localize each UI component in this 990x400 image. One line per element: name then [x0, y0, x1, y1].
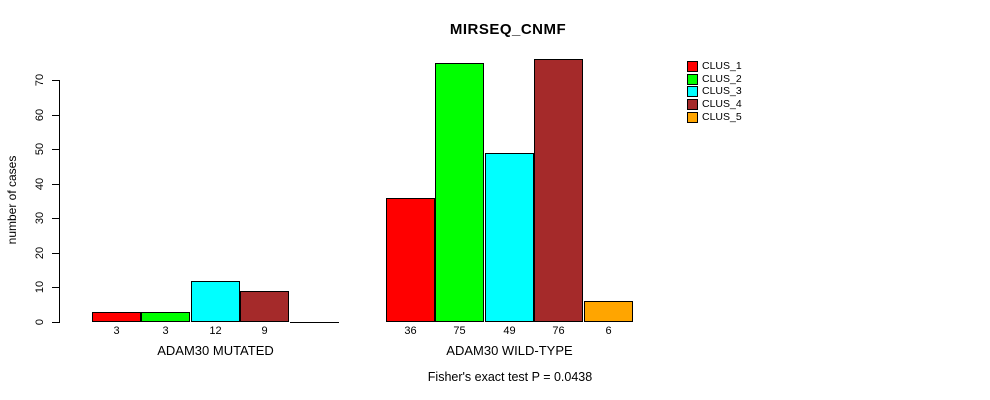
y-tick-label: 50 [34, 142, 46, 156]
bar-value-label: 9 [261, 325, 268, 337]
bar [485, 153, 534, 322]
fisher-test-annotation: Fisher's exact test P = 0.0438 [427, 370, 593, 384]
y-tick-label: 70 [34, 73, 46, 87]
bar-value-label: 3 [162, 325, 169, 337]
legend-item: CLUS_5 [687, 110, 742, 123]
bar [92, 312, 141, 322]
legend-item: CLUS_3 [687, 85, 742, 98]
y-tick [52, 115, 59, 116]
legend-item: CLUS_2 [687, 72, 742, 85]
bar [584, 301, 633, 322]
y-tick-label: 10 [34, 280, 46, 294]
y-tick [52, 287, 59, 288]
legend-label: CLUS_5 [702, 110, 742, 123]
bar-value-label: 6 [605, 325, 612, 337]
legend: CLUS_1 CLUS_2 CLUS_3 CLUS_4 CLUS_5 [687, 61, 742, 123]
bar-value-label: 3 [113, 325, 120, 337]
y-tick [52, 80, 59, 81]
chart-title: MIRSEQ_CNMF [449, 21, 567, 38]
x-category-label: ADAM30 WILD-TYPE [446, 343, 573, 358]
legend-swatch [687, 111, 698, 123]
legend-swatch [687, 61, 698, 72]
y-tick-label: 60 [34, 108, 46, 122]
bar [141, 312, 190, 322]
bar-value-label: 36 [404, 325, 417, 337]
legend-label: CLUS_4 [702, 98, 742, 111]
legend-item: CLUS_1 [687, 61, 742, 72]
bar [191, 281, 240, 322]
y-tick-label: 20 [34, 246, 46, 260]
legend-label: CLUS_1 [702, 60, 742, 72]
y-tick-label: 0 [34, 318, 46, 326]
bar-value-label: 76 [552, 325, 565, 337]
legend-swatch [687, 86, 698, 98]
bar [386, 198, 435, 322]
y-tick-label: 40 [34, 177, 46, 191]
x-category-label: ADAM30 MUTATED [157, 343, 274, 358]
bar-value-label: 75 [453, 325, 466, 337]
y-axis-label: number of cases [5, 155, 19, 245]
bar [240, 291, 289, 322]
y-tick [52, 149, 59, 150]
y-tick-label: 30 [34, 211, 46, 225]
legend-label: CLUS_2 [702, 72, 742, 85]
legend-label: CLUS_3 [702, 85, 742, 98]
y-axis-line [59, 80, 60, 323]
legend-swatch [687, 99, 698, 111]
legend-swatch [687, 73, 698, 85]
bar [534, 59, 583, 322]
bar-value-label: 49 [503, 325, 516, 337]
y-tick [52, 218, 59, 219]
bar-value-label: 12 [209, 325, 222, 337]
legend-item: CLUS_4 [687, 98, 742, 111]
y-tick [52, 184, 59, 185]
bar-zero-height [290, 322, 339, 323]
bar [435, 63, 484, 322]
y-tick [52, 322, 59, 323]
y-tick [52, 253, 59, 254]
